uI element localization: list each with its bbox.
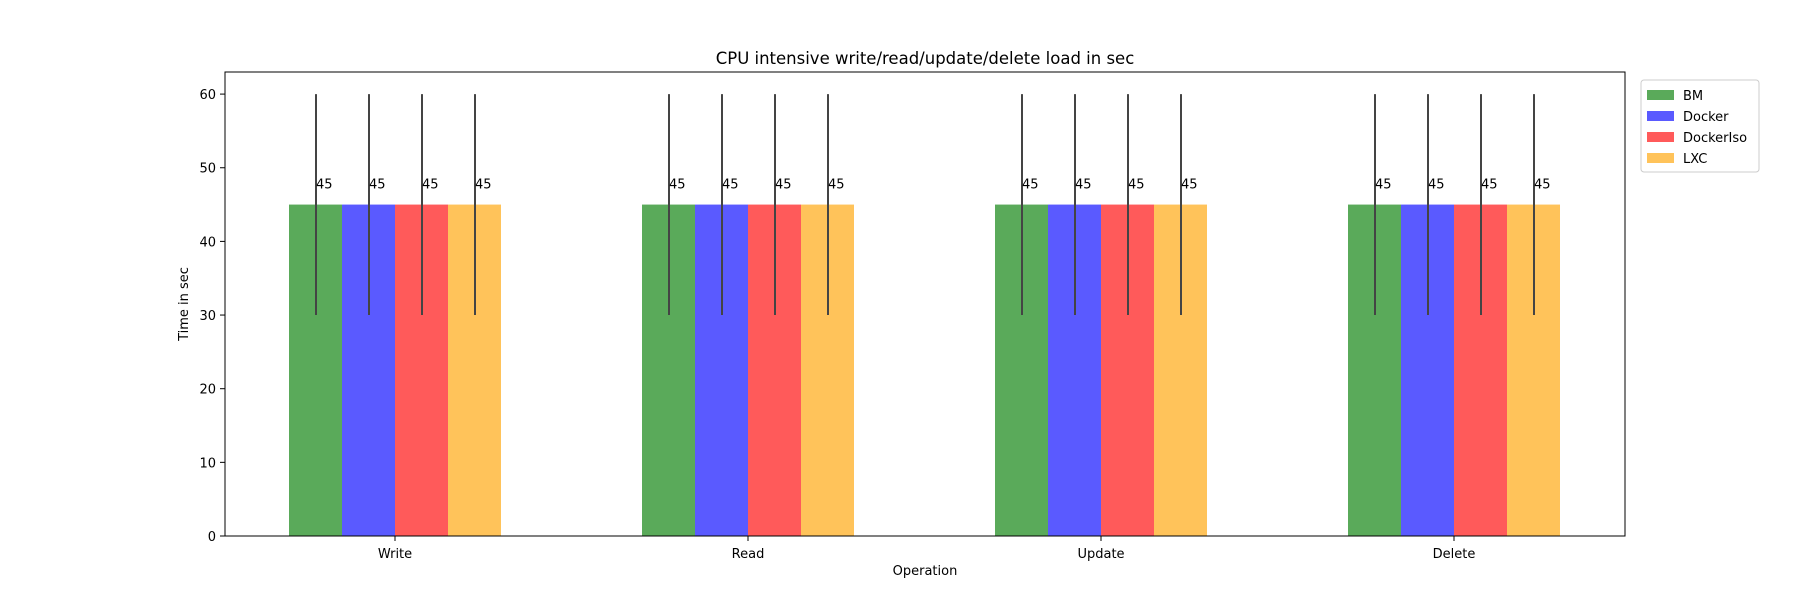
data-label-docker-update: 45 (1075, 177, 1092, 192)
data-label-dockeriso-update: 45 (1128, 177, 1145, 192)
data-label-dockeriso-read: 45 (775, 177, 792, 192)
data-label-docker-read: 45 (722, 177, 739, 192)
x-tick-label: Read (732, 547, 765, 562)
data-label-dockeriso-write: 45 (422, 177, 439, 192)
y-axis: 0 10 20 30 40 50 60 (199, 88, 225, 545)
legend-frame (1640, 79, 1760, 173)
plot-area: 45 45 45 45 45 45 45 45 45 45 45 45 45 45 45 45 (289, 94, 1560, 537)
data-label-lxc-write: 45 (475, 177, 492, 192)
y-tick-label: 50 (199, 162, 216, 177)
chart-title: CPU intensive write/read/update/delete l… (716, 49, 1135, 68)
y-tick-label: 30 (199, 309, 216, 324)
y-tick-label: 0 (208, 530, 216, 545)
data-label-docker-delete: 45 (1428, 177, 1445, 192)
data-label-bm-read: 45 (669, 177, 686, 192)
x-tick-label: Delete (1433, 547, 1476, 562)
y-tick-label: 40 (199, 235, 216, 250)
data-label-dockeriso-delete: 45 (1481, 177, 1498, 192)
y-tick-label: 20 (199, 383, 216, 398)
legend-swatch-dockeriso (1647, 132, 1674, 142)
data-label-bm-write: 45 (316, 177, 333, 192)
legend-label-bm: BM (1683, 89, 1703, 104)
legend: BM Docker DockerIso LXC (1640, 79, 1760, 173)
data-label-bm-update: 45 (1022, 177, 1039, 192)
legend-swatch-lxc (1647, 153, 1674, 163)
data-label-bm-delete: 45 (1375, 177, 1392, 192)
x-axis-label: Operation (893, 564, 958, 579)
legend-label-docker: Docker (1683, 110, 1729, 125)
legend-label-lxc: LXC (1683, 152, 1707, 167)
x-axis: Write Read Update Delete (378, 536, 1476, 562)
data-label-lxc-delete: 45 (1534, 177, 1551, 192)
legend-swatch-docker (1647, 111, 1674, 121)
data-label-docker-write: 45 (369, 177, 386, 192)
x-tick-label: Write (378, 547, 412, 562)
data-label-lxc-read: 45 (828, 177, 845, 192)
legend-swatch-bm (1647, 90, 1674, 100)
y-tick-label: 10 (199, 456, 216, 471)
y-tick-label: 60 (199, 88, 216, 103)
x-tick-label: Update (1077, 547, 1124, 562)
y-axis-label: Time in sec (177, 267, 192, 342)
legend-label-dockeriso: DockerIso (1683, 131, 1747, 146)
data-label-lxc-update: 45 (1181, 177, 1198, 192)
plot-frame (224, 71, 1626, 537)
